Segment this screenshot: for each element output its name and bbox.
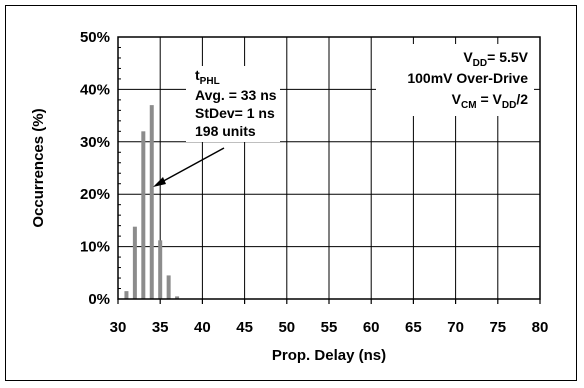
histogram-bar (124, 291, 129, 299)
x-tick-label: 80 (532, 319, 549, 336)
x-tick-label: 75 (489, 319, 506, 336)
x-tick-label: 70 (447, 319, 464, 336)
histogram-bar (175, 296, 180, 299)
x-tick-label: 35 (152, 319, 169, 336)
y-tick-labels: 0% 10% 20% 30% 40% 50% (80, 29, 110, 308)
annotation-title: tPHL (195, 67, 220, 87)
x-tick-label: 55 (321, 319, 338, 336)
histogram-bar (149, 105, 154, 300)
histogram-bar (158, 240, 163, 299)
y-tick-label: 0% (88, 291, 110, 308)
histogram-bar (166, 275, 171, 299)
annotation-box (186, 66, 280, 142)
y-tick-label: 30% (80, 134, 110, 151)
x-tick-label: 50 (278, 319, 295, 336)
y-axis-label: Occurrences (%) (30, 108, 47, 227)
y-tick-label: 20% (80, 186, 110, 203)
annotation-units: 198 units (195, 123, 256, 139)
annotation-avg: Avg. = 33 ns (195, 87, 277, 103)
x-tick-label: 65 (405, 319, 422, 336)
condition-vdd: VDD= 5.5V (463, 49, 528, 69)
bars (124, 105, 180, 300)
x-axis-label: Prop. Delay (ns) (272, 347, 386, 364)
annotation-arrow (157, 147, 225, 185)
x-tick-labels: 30 35 40 45 50 55 60 65 70 75 80 (110, 319, 549, 336)
histogram-bar (132, 226, 137, 299)
x-tick-label: 45 (236, 319, 253, 336)
annotation-arrowhead (153, 177, 166, 187)
x-tick-label: 60 (363, 319, 380, 336)
y-tick-label: 50% (80, 29, 110, 46)
condition-vcm: VCM = VDD/2 (452, 91, 529, 111)
annotation-stdev: StDev= 1 ns (195, 105, 275, 121)
condition-overdrive: 100mV Over-Drive (407, 70, 528, 86)
conditions-box (376, 44, 534, 116)
x-tick-label: 40 (194, 319, 211, 336)
y-tick-label: 10% (80, 239, 110, 256)
y-tick-label: 40% (80, 81, 110, 98)
grid (118, 37, 540, 299)
ticks (117, 46, 541, 304)
x-tick-label: 30 (110, 319, 127, 336)
histogram-bar (141, 131, 146, 299)
